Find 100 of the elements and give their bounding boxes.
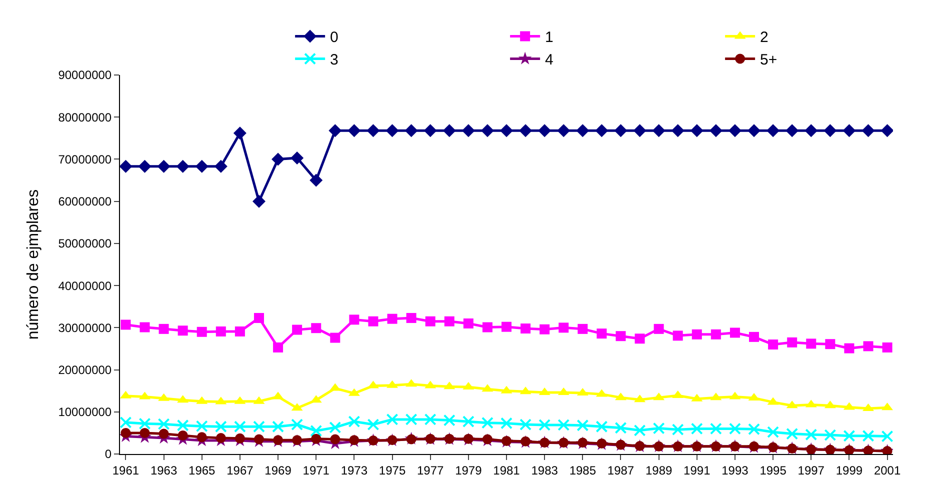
point: [538, 124, 552, 138]
point: [178, 430, 188, 440]
point: [311, 323, 322, 334]
point: [386, 124, 399, 138]
point: [424, 124, 437, 138]
point: [310, 174, 323, 187]
point: [291, 418, 304, 431]
point: [444, 316, 454, 326]
point: [157, 160, 170, 173]
point: [690, 124, 704, 138]
y-tick-label: 10000000: [58, 405, 112, 420]
point: [786, 124, 799, 138]
point: [311, 434, 322, 444]
x-tick-label: 1975: [378, 463, 406, 478]
point: [405, 413, 418, 426]
point: [254, 434, 264, 444]
point: [519, 124, 532, 138]
x-tick-label: 1993: [722, 463, 749, 478]
point: [425, 316, 436, 326]
x-tick-label: 1995: [760, 463, 787, 478]
point: [824, 124, 837, 138]
x-tick-label: 2001: [874, 463, 901, 478]
point: [290, 151, 304, 164]
point: [502, 322, 512, 332]
point: [158, 324, 169, 334]
y-tick-label: 50000000: [58, 236, 112, 251]
legend-label: 0: [330, 29, 338, 46]
point: [158, 428, 169, 439]
x-tick-label: 1979: [455, 463, 482, 478]
legend-label: 3: [330, 52, 338, 69]
point: [538, 418, 551, 431]
point: [614, 124, 628, 138]
x-tick-label: 1989: [645, 463, 672, 478]
point: [442, 124, 456, 138]
point: [273, 342, 284, 352]
point: [654, 324, 664, 334]
point: [462, 416, 474, 428]
point: [500, 124, 513, 138]
point: [481, 416, 494, 429]
point: [310, 424, 322, 437]
point: [825, 339, 836, 350]
y-tick-label: 0: [104, 447, 112, 462]
point: [178, 326, 188, 336]
point: [329, 421, 342, 434]
point: [748, 423, 760, 436]
point: [633, 124, 646, 138]
x-tick-label: 1985: [569, 463, 596, 478]
point: [234, 433, 245, 444]
point: [292, 324, 302, 335]
y-tick-label: 30000000: [58, 320, 112, 335]
point: [540, 324, 550, 334]
point: [443, 414, 456, 426]
y-tick-label: 90000000: [58, 68, 112, 82]
point: [176, 419, 189, 432]
point: [406, 312, 416, 323]
x-tick-label: 1967: [226, 463, 254, 478]
point: [843, 430, 856, 442]
point: [348, 124, 361, 138]
y-tick-label: 60000000: [58, 194, 112, 209]
point: [138, 418, 151, 430]
legend-label: 4: [545, 52, 554, 69]
point: [767, 426, 780, 438]
x-tick-label: 1963: [150, 463, 178, 478]
point: [730, 328, 740, 338]
point: [386, 413, 398, 426]
point: [652, 124, 666, 138]
point: [787, 337, 798, 348]
point: [480, 124, 494, 138]
x-tick-label: 1981: [493, 463, 520, 478]
point: [844, 343, 854, 354]
point: [216, 326, 226, 336]
x-tick-label: 1965: [188, 463, 216, 478]
y-axis-title: número de ejmplares: [25, 189, 42, 340]
point: [140, 322, 150, 332]
point: [367, 418, 380, 431]
legend-label: 5+: [760, 52, 778, 69]
point: [862, 430, 874, 442]
point: [348, 416, 360, 428]
point: [863, 341, 874, 352]
point: [462, 124, 475, 138]
point: [176, 160, 190, 173]
point: [690, 422, 703, 435]
point: [272, 420, 284, 433]
point: [120, 320, 131, 330]
x-tick-label: 1987: [607, 463, 634, 478]
point: [596, 328, 607, 339]
point: [120, 428, 131, 438]
point: [558, 418, 570, 431]
point: [234, 420, 246, 433]
point: [728, 124, 742, 138]
point: [578, 324, 588, 334]
point: [614, 422, 627, 434]
y-tick-label: 40000000: [58, 278, 112, 293]
point: [120, 416, 132, 428]
point: [196, 432, 207, 442]
x-tick-label: 1973: [340, 463, 368, 478]
point: [482, 322, 492, 332]
point: [672, 330, 683, 341]
point: [709, 124, 722, 138]
point: [216, 433, 226, 443]
